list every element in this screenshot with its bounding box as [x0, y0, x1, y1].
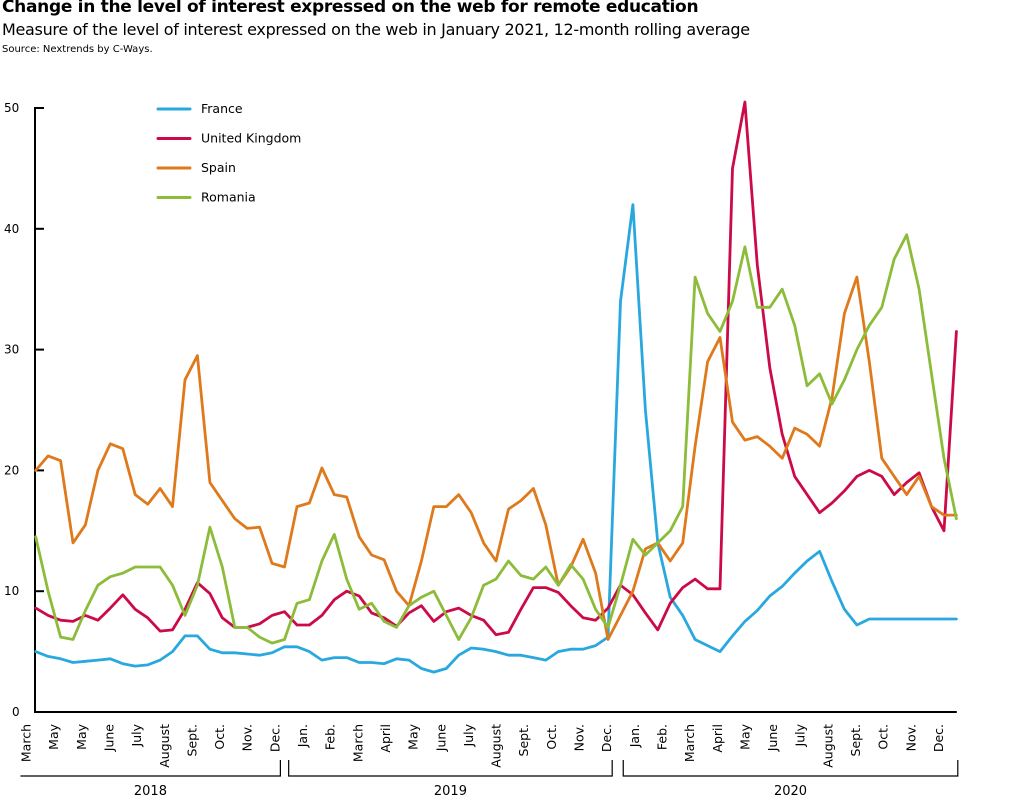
- axes: 0 10 20 30 40 50: [4, 101, 957, 719]
- month-label: June: [765, 724, 780, 753]
- month-label: August: [157, 724, 172, 768]
- y-tick-label: 30: [4, 343, 19, 357]
- y-tick-label: 0: [12, 705, 20, 719]
- month-label: Nov.: [903, 724, 918, 751]
- month-label: Oct.: [544, 724, 559, 750]
- month-label: Nov.: [240, 724, 255, 751]
- month-label: Sept.: [184, 724, 199, 756]
- chart-source: Source: Nextrends by C-Ways.: [2, 44, 153, 55]
- month-label: March: [682, 724, 697, 762]
- month-label: Oct.: [212, 724, 227, 750]
- series-line-romania: [34, 233, 958, 645]
- month-label: Jan.: [295, 724, 310, 748]
- month-label: Feb.: [654, 724, 669, 750]
- month-label: March: [19, 724, 34, 762]
- legend-label: France: [201, 101, 243, 116]
- month-label: July: [461, 723, 476, 747]
- legend-label: United Kingdom: [201, 131, 301, 146]
- series-lines: [34, 100, 958, 674]
- legend-label: Romania: [201, 190, 256, 205]
- y-tick-label: 10: [4, 584, 19, 598]
- month-label: May: [406, 723, 421, 749]
- month-label: Dec.: [599, 724, 614, 752]
- month-label: Dec.: [267, 724, 282, 752]
- month-label: Oct.: [876, 724, 891, 750]
- series-line-france: [34, 203, 958, 674]
- month-label: April: [710, 724, 725, 753]
- month-label: July: [129, 723, 144, 747]
- chart-subtitle: Measure of the level of interest express…: [2, 20, 750, 39]
- month-label: August: [820, 724, 835, 768]
- month-label: Sept.: [848, 724, 863, 756]
- year-bracket: [622, 760, 959, 777]
- year-label: 2019: [434, 784, 467, 799]
- month-label: May: [46, 723, 61, 749]
- legend-label: Spain: [201, 160, 236, 175]
- series-line-united-kingdom: [34, 100, 958, 637]
- year-bracket: [288, 760, 613, 777]
- month-label: May: [74, 723, 89, 749]
- month-label: August: [489, 724, 504, 768]
- month-label: June: [433, 724, 448, 753]
- y-tick-label: 50: [4, 101, 19, 115]
- year-bracket: [20, 760, 281, 777]
- x-axis-labels: March May May June July August Sept. Oct. Nov. De…: [19, 723, 959, 799]
- month-label: June: [101, 724, 116, 753]
- year-label: 2020: [774, 784, 807, 799]
- month-label: Nov.: [572, 724, 587, 751]
- month-label: Sept.: [516, 724, 531, 756]
- month-label: March: [350, 724, 365, 762]
- month-label: Jan.: [627, 724, 642, 748]
- chart-title: Change in the level of interest expresse…: [2, 0, 699, 17]
- legend: France United Kingdom Spain Romania: [156, 101, 301, 205]
- month-label: Feb.: [323, 724, 338, 750]
- month-label: July: [793, 723, 808, 747]
- series-line-spain: [34, 275, 958, 641]
- y-tick-label: 40: [4, 222, 19, 236]
- y-tick-label: 20: [4, 463, 19, 477]
- month-label: May: [737, 723, 752, 749]
- month-label: Dec.: [931, 724, 946, 752]
- year-label: 2018: [134, 784, 167, 799]
- month-label: April: [378, 724, 393, 753]
